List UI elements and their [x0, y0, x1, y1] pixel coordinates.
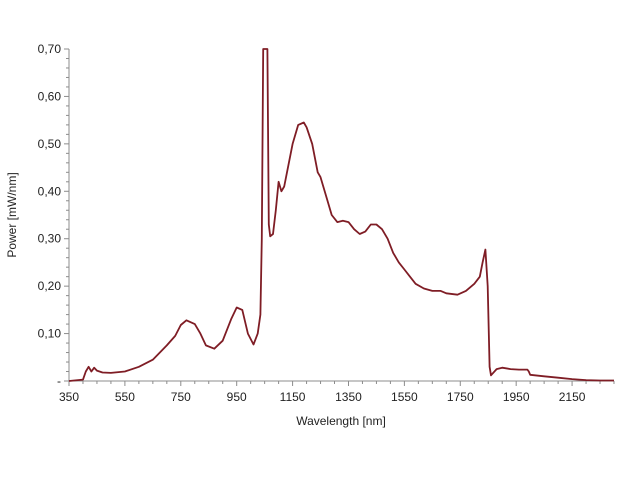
plot-area — [68, 48, 614, 382]
x-tick-label: 1550 — [391, 390, 418, 404]
x-tick-label: 1150 — [280, 390, 306, 404]
y-tick-label: 0,70 — [38, 42, 62, 56]
x-tick-label: 950 — [227, 390, 247, 404]
x-tick-label: 1750 — [447, 390, 474, 404]
x-tick-label: 750 — [171, 390, 191, 404]
spectrum-series-line — [68, 48, 614, 382]
x-tick-label: 350 — [59, 390, 79, 404]
y-tick-label: - — [57, 374, 61, 388]
x-axis-title: Wavelength [nm] — [296, 414, 386, 428]
x-tick-label: 550 — [115, 390, 135, 404]
x-tick-label: 2150 — [559, 390, 586, 404]
x-tick-label: 1950 — [503, 390, 530, 404]
y-tick-label: 0,50 — [38, 137, 62, 151]
axes — [68, 49, 614, 382]
ticks: - 0,10 0,20 0,30 0,40 0,50 0,60 0,70 350 550 750 95… — [38, 42, 615, 404]
x-tick-label: 1350 — [335, 390, 362, 404]
y-axis-title: Power [mW/nm] — [5, 172, 19, 257]
y-tick-label: 0,60 — [38, 89, 62, 103]
y-tick-label: 0,20 — [38, 279, 62, 293]
y-tick-label: 0,10 — [38, 327, 62, 341]
y-tick-label: 0,30 — [38, 232, 62, 246]
y-tick-label: 0,40 — [38, 184, 62, 198]
